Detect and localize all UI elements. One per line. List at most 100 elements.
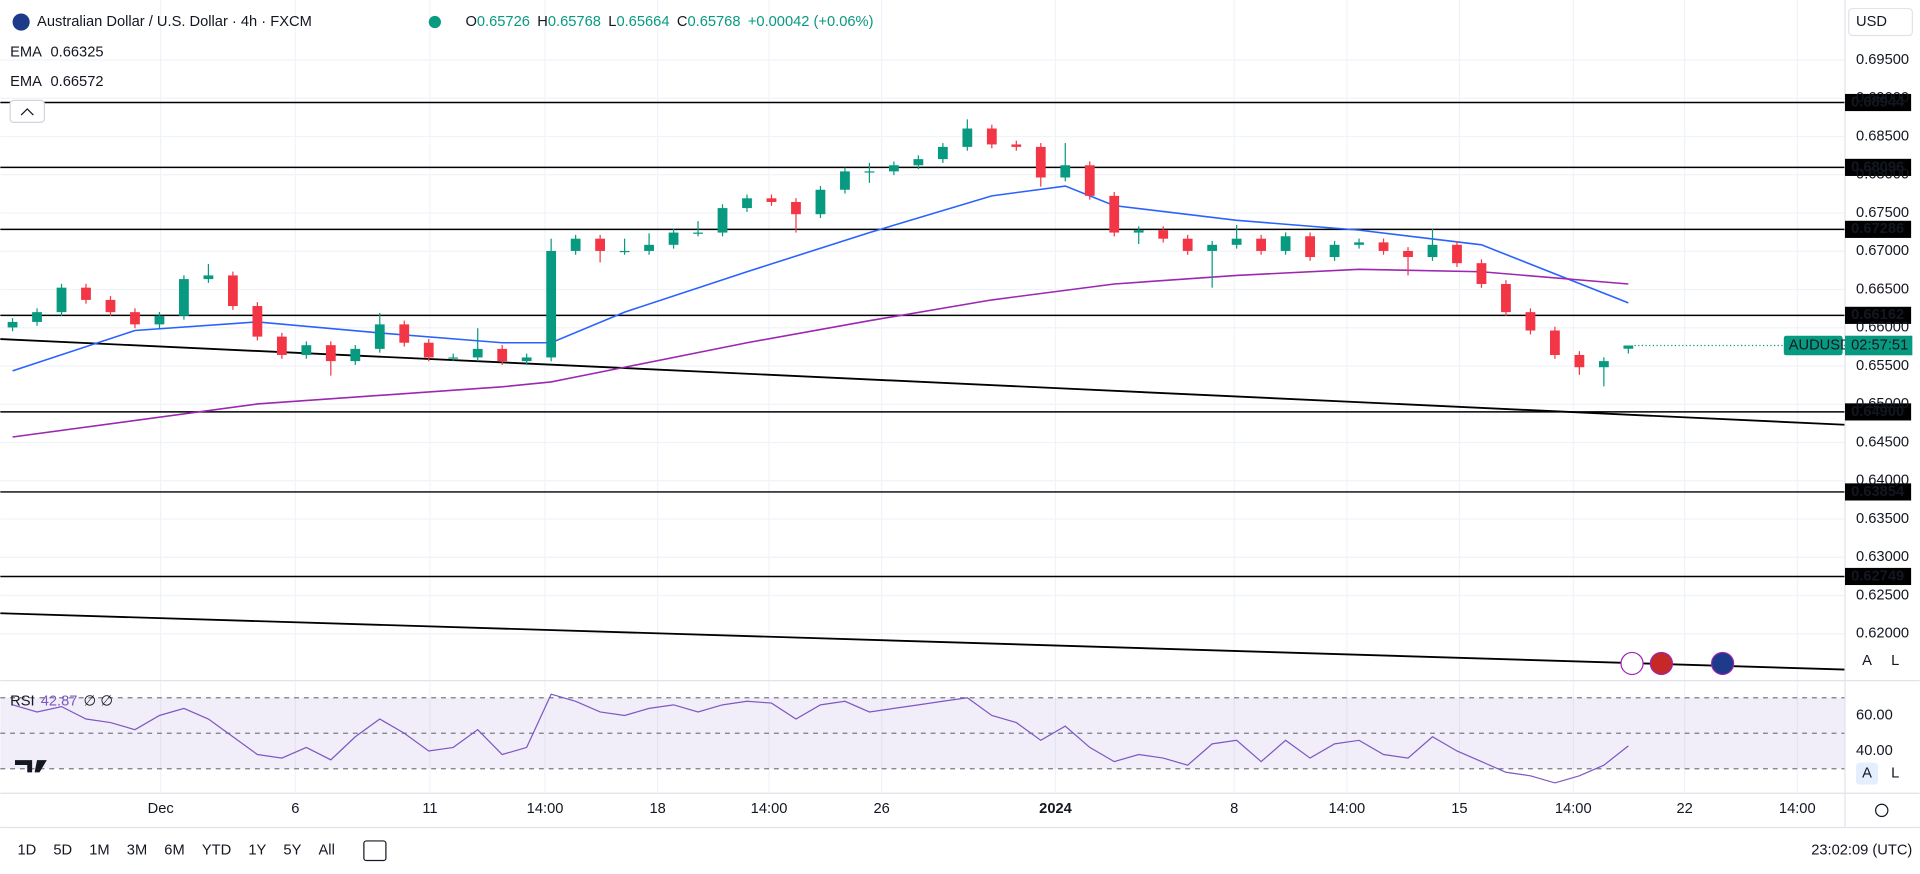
event-icon[interactable]: [1710, 651, 1735, 676]
y-tick-label: 0.66500: [1856, 281, 1909, 297]
rsi-legend: RSI 42.87 ∅ ∅: [10, 693, 113, 709]
rsi-value: 42.87: [41, 693, 78, 709]
candle-body: [717, 208, 728, 233]
level-label: 0.64900: [1851, 404, 1904, 420]
trendline: [0, 612, 1846, 671]
currency-button[interactable]: [1848, 7, 1913, 37]
flag-icon: [12, 13, 30, 31]
candle-body: [986, 128, 997, 145]
time-tick-label: 18: [649, 801, 665, 817]
candle-body: [1182, 238, 1193, 251]
y-tick-label: 0.62500: [1856, 587, 1909, 603]
range-button[interactable]: 1Y: [248, 843, 266, 859]
time-tick-label: 14:00: [751, 801, 788, 817]
candle-body: [1084, 165, 1095, 196]
level-tag: [1845, 567, 1912, 586]
y-tick-label: 0.65500: [1856, 358, 1909, 374]
ohlc-key: H: [537, 14, 548, 30]
candle-body: [864, 171, 875, 173]
candle-body: [105, 299, 116, 313]
ohlc-value: 0.65768: [548, 14, 601, 30]
y-tick-label: 0.67500: [1856, 205, 1909, 221]
level-label: 0.62749: [1851, 568, 1904, 584]
time-tick-label: 14:00: [527, 801, 564, 817]
clock: 23:02:09 (UTC): [1811, 843, 1912, 859]
range-button[interactable]: 3M: [127, 843, 147, 859]
rsi-name: RSI: [10, 693, 34, 709]
change: +0.00042 (+0.06%): [748, 14, 874, 30]
ema-line: [12, 185, 1629, 372]
range-button[interactable]: 5D: [53, 843, 72, 859]
candle-body: [1623, 345, 1634, 349]
candle-body: [179, 279, 189, 316]
currency-label: USD: [1856, 14, 1887, 30]
y-tick-label: 0.66000: [1856, 320, 1909, 336]
ohlc-value: 0.65768: [687, 14, 740, 30]
y-tick-label: 0.64500: [1856, 434, 1909, 450]
candle-body: [913, 159, 924, 166]
candle-body: [1133, 230, 1144, 233]
plot: [0, 101, 1846, 784]
candle-body: [252, 306, 263, 337]
auto-scale-button[interactable]: A: [1862, 653, 1872, 669]
settings-icon[interactable]: [1875, 803, 1889, 818]
date-range-icon[interactable]: [363, 840, 387, 862]
candle-body: [962, 128, 973, 147]
log-scale-button[interactable]: L: [1891, 653, 1899, 669]
time-tick-label: 14:00: [1779, 801, 1816, 817]
rsi-log-button[interactable]: L: [1891, 765, 1899, 781]
event-icons: [1620, 651, 1735, 676]
y-tick-label: 0.68500: [1856, 128, 1909, 144]
overlays: 0.68944 0.68096 0.67286 0.66162 0.64900 0.638…: [1634, 93, 1913, 586]
rsi-auto-button[interactable]: A: [1862, 765, 1872, 781]
level-tag: [1845, 93, 1912, 112]
candle-body: [1109, 195, 1120, 233]
range-button[interactable]: 5Y: [283, 843, 301, 859]
event-icon[interactable]: [1620, 651, 1644, 676]
ema-label: EMA: [10, 74, 42, 90]
symbol-tag-label: AUDUSD: [1789, 337, 1851, 353]
range-button[interactable]: 1D: [17, 843, 36, 859]
range-button[interactable]: 1M: [89, 843, 109, 859]
candle-body: [766, 198, 777, 202]
collapse-button[interactable]: [9, 99, 45, 124]
level-label: 0.66162: [1851, 307, 1904, 323]
y-tick-label: 0.63500: [1856, 511, 1909, 527]
range-button[interactable]: YTD: [202, 843, 231, 859]
candle-body: [1574, 354, 1585, 368]
candle-body: [1550, 330, 1560, 355]
candle-body: [1280, 236, 1291, 251]
market-status[interactable]: [428, 15, 441, 29]
candle-body: [1060, 165, 1071, 178]
candle-body: [1329, 244, 1340, 258]
candle-body: [325, 345, 336, 362]
range-button[interactable]: All: [319, 843, 335, 859]
ohlc-key: O: [465, 14, 476, 30]
candle-body: [154, 315, 165, 325]
range-button[interactable]: 6M: [164, 843, 184, 859]
time-tick-label: 15: [1451, 801, 1467, 817]
candle-body: [742, 198, 752, 209]
candle-body: [1598, 361, 1609, 368]
candle-body: [130, 312, 140, 325]
level-label: 0.63854: [1851, 484, 1905, 500]
candle-body: [7, 321, 18, 328]
y-tick-label: 0.64000: [1856, 473, 1909, 489]
candle-body: [1231, 238, 1242, 245]
level-tag: [1845, 220, 1912, 238]
candle-body: [1452, 244, 1462, 264]
candle-body: [937, 146, 948, 160]
time-tick-label: 8: [1230, 801, 1238, 817]
candle-body: [644, 244, 654, 251]
candle-body: [399, 324, 410, 343]
level-tag: [1845, 158, 1912, 176]
rsi-auto-bg: [1856, 762, 1879, 785]
candle-body: [374, 324, 385, 349]
event-icon[interactable]: [1649, 651, 1674, 676]
rsi-tick-label: 60.00: [1856, 707, 1893, 723]
candle-body: [1207, 244, 1218, 251]
countdown: 02:57:51: [1851, 337, 1908, 353]
candle-body: [889, 165, 899, 172]
y-tick-label: 0.67000: [1856, 243, 1909, 259]
time-tick-label: 14:00: [1328, 801, 1365, 817]
